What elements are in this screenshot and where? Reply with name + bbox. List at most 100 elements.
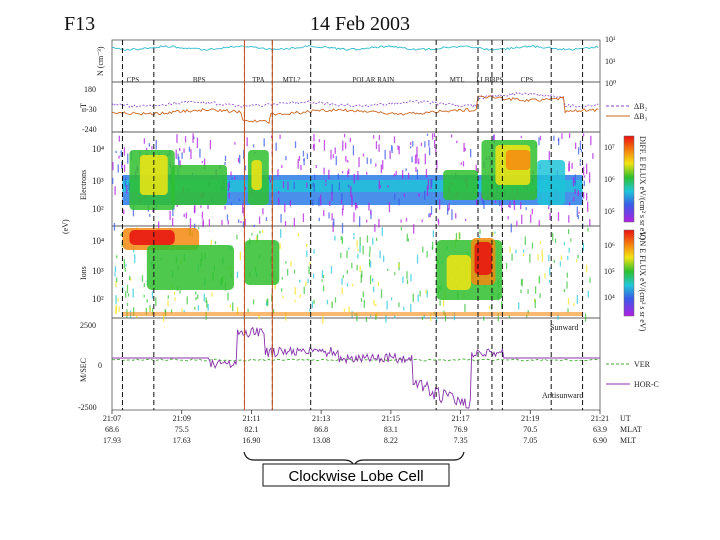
time-mlat-5: 76.9	[454, 425, 468, 434]
ion-noise-streak	[236, 234, 238, 240]
ion-noise-streak	[247, 308, 249, 313]
electron-noise-streak	[460, 162, 462, 165]
ion-noise-streak	[155, 297, 157, 307]
ion-noise-streak	[303, 286, 305, 294]
electron-noise-streak	[344, 142, 347, 149]
electron-noise-streak	[201, 160, 203, 164]
panel-frames	[111, 39, 601, 411]
ion-noise-streak	[368, 252, 371, 257]
ion-noise-streak	[290, 260, 292, 267]
electron-noise-streak	[329, 200, 331, 207]
ion-noise-streak	[492, 231, 494, 236]
ion-noise-streak	[359, 265, 361, 273]
electron-noise-streak	[389, 150, 391, 160]
electron-noise-streak	[123, 164, 126, 172]
time-ut-0: 21:07	[103, 414, 121, 423]
electron-noise-streak	[178, 156, 180, 165]
time-ut-2: 21:11	[242, 414, 260, 423]
electron-noise-streak	[573, 180, 575, 183]
ion-noise-streak	[207, 303, 209, 311]
ion-noise-streak	[501, 301, 503, 309]
ion-noise-streak	[294, 287, 296, 295]
ion-noise-streak	[406, 271, 408, 279]
ion-noise-streak	[553, 259, 555, 263]
electron-noise-streak	[323, 139, 326, 151]
electron-noise-streak	[513, 196, 515, 204]
electron-noise-streak	[362, 153, 365, 157]
electron-noise-streak	[431, 133, 434, 140]
electron-noise-streak	[574, 174, 576, 186]
ion-noise-streak	[299, 294, 301, 298]
electron-noise-streak	[582, 133, 585, 137]
electron-blob-7	[505, 150, 531, 170]
electron-noise-streak	[366, 171, 368, 175]
ion-noise-streak	[522, 249, 525, 253]
ion-noise-streak	[116, 255, 118, 259]
ion-noise-streak	[340, 236, 342, 241]
electron-noise-streak	[394, 193, 396, 201]
ion-noise-streak	[383, 255, 385, 263]
electron-noise-streak	[574, 189, 576, 195]
ion-noise-streak	[143, 283, 145, 288]
electron-noise-streak	[588, 172, 591, 183]
electron-noise-streak	[262, 208, 264, 215]
density-axis-label: N (cm⁻³)	[96, 46, 105, 76]
electron-noise-streak	[521, 214, 523, 225]
electron-noise-streak	[501, 201, 503, 212]
electron-noise-streak	[337, 173, 340, 179]
ion-noise-streak	[162, 314, 165, 322]
time-ut-5: 21:17	[451, 414, 469, 423]
electron-noise-streak	[507, 216, 509, 220]
electron-noise-streak	[520, 202, 522, 210]
ion-noise-streak	[125, 291, 127, 298]
ion-noise-streak	[524, 236, 526, 245]
electron-noise-streak	[285, 156, 287, 161]
ion-cbar-tick-2: 10⁵	[604, 267, 615, 276]
electron-noise-streak	[580, 149, 583, 153]
electron-noise-streak	[277, 169, 279, 177]
electron-noise-streak	[312, 199, 314, 206]
electron-blob-2	[171, 165, 228, 205]
electron-noise-streak	[579, 163, 581, 166]
electron-noise-streak	[493, 134, 495, 144]
ion-noise-streak	[541, 249, 543, 256]
velocity-panel	[111, 317, 601, 411]
electron-noise-streak	[456, 140, 458, 144]
ion-noise-streak	[567, 298, 570, 305]
electron-noise-streak	[181, 152, 183, 159]
ion-noise-streak	[425, 289, 427, 294]
electron-noise-streak	[351, 194, 353, 200]
ion-noise-streak	[375, 303, 377, 307]
ion-noise-streak	[141, 275, 144, 283]
ion-noise-streak	[439, 300, 441, 306]
ion-noise-streak	[566, 281, 568, 289]
ion-noise-streak	[114, 266, 117, 272]
ion-noise-streak	[116, 277, 118, 283]
ion-noise-streak	[570, 238, 572, 242]
density-line	[111, 45, 599, 51]
electron-noise-streak	[318, 217, 320, 222]
electron-noise-streak	[328, 169, 330, 180]
electron-noise-streak	[341, 223, 344, 234]
electron-noise-streak	[189, 218, 192, 229]
electron-noise-streak	[155, 139, 157, 150]
electron-noise-streak	[568, 133, 571, 139]
energy-axis-label: (eV)	[61, 219, 70, 234]
electron-noise-streak	[238, 219, 240, 223]
electron-noise-streak	[366, 157, 368, 164]
time-mlat-3: 86.8	[314, 425, 328, 434]
ion-noise-streak	[497, 313, 499, 322]
electron-noise-streak	[342, 140, 344, 151]
region-label-3: MTL?	[283, 76, 301, 84]
electron-noise-streak	[349, 137, 351, 143]
v-tick-2500: 2500	[80, 321, 96, 330]
electron-noise-streak	[475, 164, 477, 173]
electron-noise-streak	[234, 142, 236, 145]
time-ut-4: 21:15	[382, 414, 400, 423]
electron-noise-streak	[340, 199, 343, 205]
ion-noise-streak	[568, 247, 570, 253]
ion-noise-streak	[557, 314, 559, 320]
electron-noise-streak	[121, 164, 123, 168]
ion-noise-streak	[390, 297, 393, 301]
ion-noise-streak	[151, 308, 154, 315]
